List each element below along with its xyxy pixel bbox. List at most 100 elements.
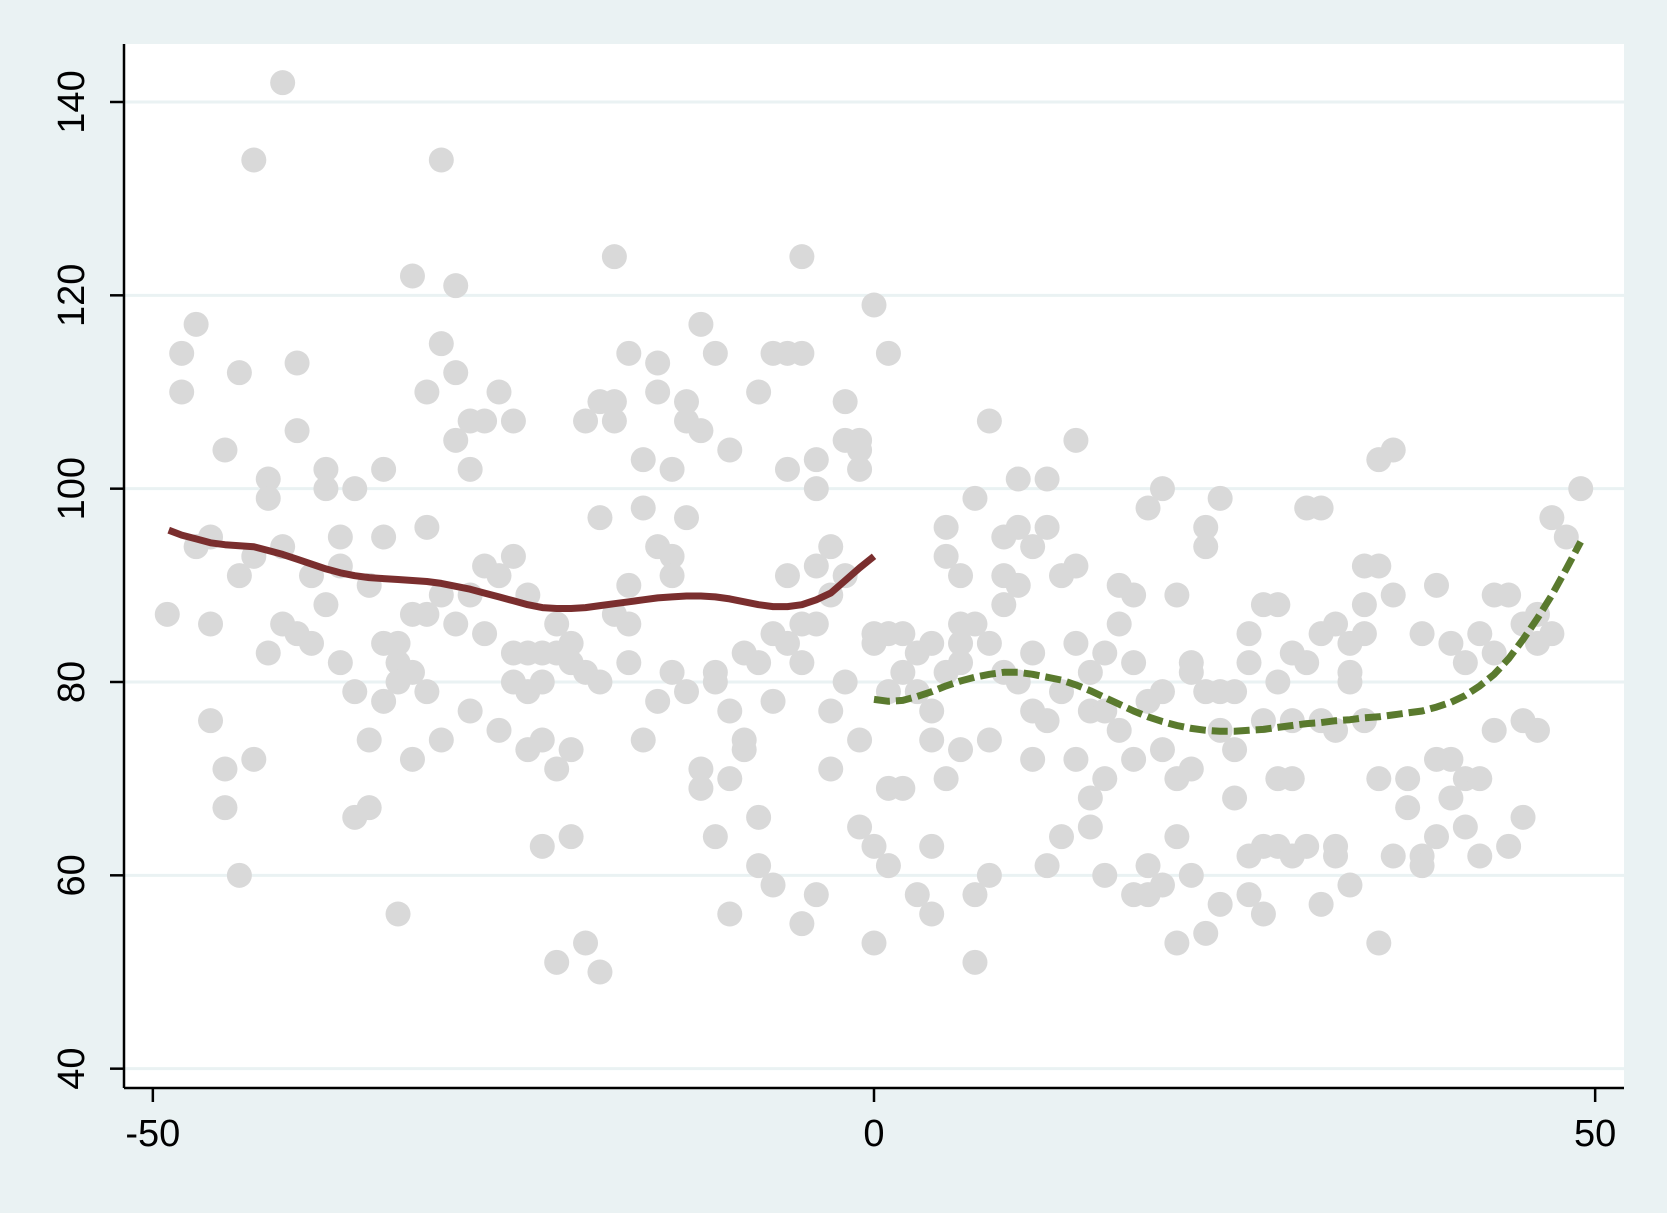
data-point bbox=[890, 621, 916, 647]
data-point bbox=[832, 669, 858, 695]
data-point bbox=[529, 669, 555, 695]
data-point bbox=[529, 833, 555, 859]
data-point bbox=[1467, 621, 1493, 647]
data-point bbox=[1308, 495, 1334, 521]
data-point bbox=[385, 630, 411, 656]
data-point bbox=[616, 572, 642, 598]
data-point bbox=[789, 650, 815, 676]
data-point bbox=[674, 679, 699, 705]
data-point bbox=[1121, 582, 1147, 608]
data-point bbox=[847, 727, 873, 753]
data-point bbox=[414, 679, 440, 705]
data-point bbox=[976, 408, 1002, 434]
data-point bbox=[818, 698, 844, 724]
data-point bbox=[645, 379, 671, 405]
data-point bbox=[803, 447, 829, 473]
gridlines bbox=[124, 100, 1624, 1071]
data-point bbox=[1380, 437, 1406, 463]
data-point bbox=[1452, 814, 1478, 840]
data-point bbox=[342, 476, 368, 502]
data-point bbox=[1438, 630, 1464, 656]
data-point bbox=[904, 882, 930, 908]
data-point bbox=[861, 292, 887, 318]
data-point bbox=[1106, 611, 1132, 637]
data-point bbox=[601, 408, 627, 434]
data-point bbox=[1265, 592, 1291, 618]
data-point bbox=[1020, 534, 1046, 560]
data-point bbox=[1135, 853, 1161, 879]
data-point bbox=[443, 611, 469, 637]
data-point bbox=[1077, 785, 1103, 811]
data-point bbox=[1092, 698, 1118, 724]
data-point bbox=[443, 273, 469, 299]
data-point bbox=[774, 563, 800, 589]
data-point bbox=[962, 882, 988, 908]
data-point bbox=[1207, 891, 1233, 917]
data-point bbox=[803, 553, 829, 579]
x-axis-ticks: -50 0 50 bbox=[125, 1088, 1616, 1155]
data-point bbox=[659, 543, 685, 569]
data-point bbox=[486, 379, 512, 405]
data-point bbox=[1063, 746, 1089, 772]
data-point bbox=[1553, 524, 1579, 550]
fit-line-right bbox=[873, 540, 1584, 735]
data-point bbox=[601, 389, 627, 415]
data-point bbox=[544, 611, 570, 637]
data-point bbox=[962, 611, 988, 637]
data-point bbox=[313, 476, 339, 502]
data-point bbox=[616, 611, 642, 637]
data-point bbox=[299, 630, 324, 656]
data-point bbox=[630, 495, 656, 521]
data-point bbox=[241, 147, 267, 173]
data-point bbox=[1106, 717, 1132, 743]
data-point bbox=[803, 611, 829, 637]
data-point bbox=[919, 630, 945, 656]
data-point bbox=[616, 340, 642, 366]
data-point bbox=[717, 766, 743, 792]
x-tick-label: 0 bbox=[863, 1113, 884, 1155]
data-point bbox=[1005, 466, 1031, 492]
data-point bbox=[688, 756, 714, 782]
data-point bbox=[587, 505, 613, 531]
data-point bbox=[1395, 795, 1421, 821]
y-tick-label: 40 bbox=[51, 1048, 93, 1090]
data-point bbox=[573, 408, 599, 434]
data-point bbox=[1265, 669, 1291, 695]
data-point bbox=[1092, 640, 1118, 666]
data-point bbox=[212, 437, 238, 463]
data-point bbox=[457, 698, 483, 724]
data-point bbox=[948, 650, 974, 676]
data-point bbox=[1524, 717, 1550, 743]
data-point bbox=[1164, 824, 1190, 850]
data-point bbox=[1452, 650, 1478, 676]
data-point bbox=[991, 592, 1017, 618]
data-point bbox=[313, 456, 339, 482]
data-point bbox=[284, 418, 310, 444]
data-point bbox=[1250, 901, 1276, 927]
data-point bbox=[428, 582, 454, 608]
data-point bbox=[486, 563, 512, 589]
data-point bbox=[659, 456, 685, 482]
data-point bbox=[1294, 650, 1320, 676]
data-point bbox=[1366, 766, 1392, 792]
data-point bbox=[500, 408, 526, 434]
data-point bbox=[803, 476, 829, 502]
data-point bbox=[1409, 621, 1435, 647]
data-point bbox=[371, 688, 397, 714]
data-point bbox=[962, 949, 988, 975]
data-point bbox=[573, 930, 599, 956]
data-point bbox=[270, 70, 296, 96]
data-point bbox=[255, 466, 281, 492]
data-point bbox=[919, 698, 945, 724]
data-point bbox=[1049, 824, 1074, 850]
data-point bbox=[717, 698, 743, 724]
data-point bbox=[443, 427, 469, 453]
data-point bbox=[154, 601, 180, 627]
data-point bbox=[688, 311, 714, 337]
data-point bbox=[1323, 611, 1349, 637]
data-point bbox=[1496, 833, 1522, 859]
data-point bbox=[1510, 804, 1536, 830]
data-point bbox=[789, 244, 815, 270]
data-point bbox=[803, 882, 829, 908]
data-point bbox=[226, 862, 252, 888]
